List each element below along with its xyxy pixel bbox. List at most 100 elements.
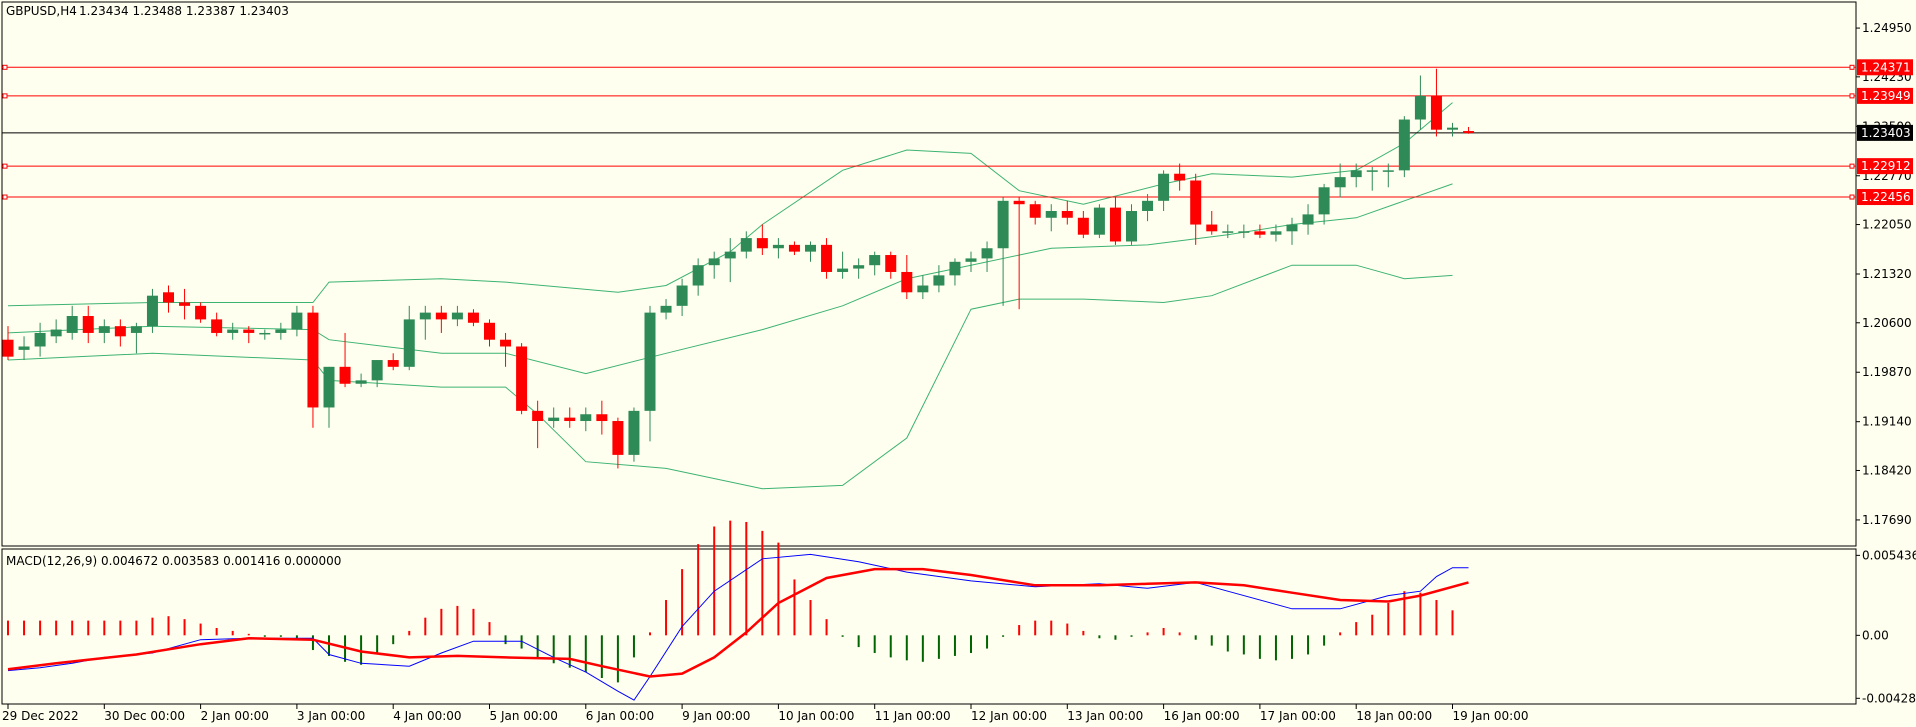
candle-body (660, 305, 672, 313)
candle-body (756, 238, 768, 249)
candle (34, 322, 46, 357)
candle (612, 417, 624, 469)
chart-symbol: GBPUSD,H4 (6, 4, 77, 18)
candle-body (1190, 180, 1202, 225)
candle (484, 319, 495, 347)
level-tag-label: 1.22456 (1861, 190, 1911, 204)
candle-body (1463, 131, 1475, 134)
candle-body (98, 326, 110, 333)
candle-body (644, 312, 656, 411)
candle-body (307, 312, 319, 408)
candle-body (1126, 210, 1137, 242)
candle (323, 366, 335, 428)
candle-body (1254, 231, 1266, 235)
candle (917, 275, 929, 300)
candle-body (596, 414, 608, 422)
candle (1398, 116, 1410, 178)
candle-body (837, 268, 849, 272)
level-handle-right[interactable] (1849, 93, 1855, 99)
candle-body (1238, 231, 1250, 233)
candle (772, 238, 784, 259)
candle-body (1318, 187, 1330, 215)
candle-body (163, 292, 174, 303)
candle-body (484, 322, 495, 340)
candle (821, 238, 833, 279)
horizontal-levels[interactable]: 1.24371 1.23949 1.22912 1.22456 1.23403 (2, 59, 1913, 206)
candle-body (1430, 95, 1442, 130)
level-handle-right[interactable] (1849, 194, 1855, 200)
candle (18, 336, 30, 361)
current-price-tag-label: 1.23403 (1861, 126, 1911, 140)
candle (1158, 170, 1170, 211)
candle-body (82, 316, 94, 333)
level-handle-right[interactable] (1849, 163, 1855, 169)
level-handle-right[interactable] (1849, 64, 1855, 70)
candle-body (676, 285, 688, 306)
candle (1174, 163, 1186, 191)
candle-body (724, 251, 736, 259)
candle (467, 309, 479, 327)
level-handle-left[interactable] (2, 93, 8, 99)
candle (451, 305, 463, 327)
candle-body (885, 255, 897, 272)
level-tag-label: 1.23949 (1861, 89, 1911, 103)
candle (1238, 224, 1250, 239)
candle (2, 326, 14, 361)
candle-body (435, 312, 447, 320)
candle (981, 241, 993, 272)
candle-body (114, 326, 126, 337)
level-tag-label: 1.24371 (1861, 60, 1911, 74)
candle (114, 319, 126, 347)
candle (837, 251, 849, 279)
level-handle-left[interactable] (2, 64, 8, 70)
candle-body (965, 258, 977, 262)
candle-body (18, 346, 30, 350)
price-pane[interactable]: 1.249501.242301.235001.227701.220501.213… (1, 1, 1913, 547)
candle (660, 299, 672, 320)
time-tick-label: 2 Jan 00:00 (201, 709, 269, 723)
candle (548, 407, 560, 428)
candle-body (371, 360, 383, 381)
time-tick-label: 10 Jan 00:00 (778, 709, 854, 723)
candle (1350, 163, 1362, 188)
candle-body (997, 200, 1009, 249)
candle (259, 329, 271, 340)
candle (355, 373, 367, 388)
candle-body (805, 244, 816, 252)
level-tag (1857, 189, 1913, 206)
candle (516, 343, 528, 415)
candle (211, 312, 223, 337)
candle (853, 258, 865, 279)
candle-body (853, 265, 865, 269)
candle-body (195, 305, 207, 320)
candle-body (580, 414, 592, 422)
time-tick-label: 29 Dec 2022 (2, 709, 79, 723)
candle (163, 285, 174, 313)
candle (869, 251, 881, 276)
price-tick-label: 1.19870 (1862, 365, 1912, 379)
candle-body (1398, 119, 1410, 171)
price-tick-label: 1.21320 (1862, 267, 1912, 281)
candle-body (211, 319, 223, 333)
candle (708, 251, 720, 279)
time-tick-label: 5 Jan 00:00 (490, 709, 558, 723)
candle-body (1045, 210, 1057, 218)
candle (1126, 204, 1137, 245)
candle-body (788, 244, 800, 252)
price-tick-label: 1.19140 (1862, 415, 1912, 429)
candle (339, 332, 351, 388)
macd-axis: 0.005436 0.00 -0.004281 (1856, 548, 1916, 705)
candle (387, 353, 399, 371)
candle-body (532, 410, 544, 422)
candle-body (355, 380, 367, 384)
candle-body (275, 329, 287, 333)
candle-body (1222, 231, 1234, 233)
price-tick-label: 1.22050 (1862, 218, 1912, 232)
level-handle-left[interactable] (2, 163, 8, 169)
candle-body (1077, 217, 1089, 235)
macd-pane[interactable]: 0.005436 0.00 -0.004281 MACD(12,26,9) 0.00… (1, 520, 1916, 706)
candle-body (772, 244, 784, 249)
candle (1270, 224, 1282, 242)
level-handle-left[interactable] (2, 194, 8, 200)
